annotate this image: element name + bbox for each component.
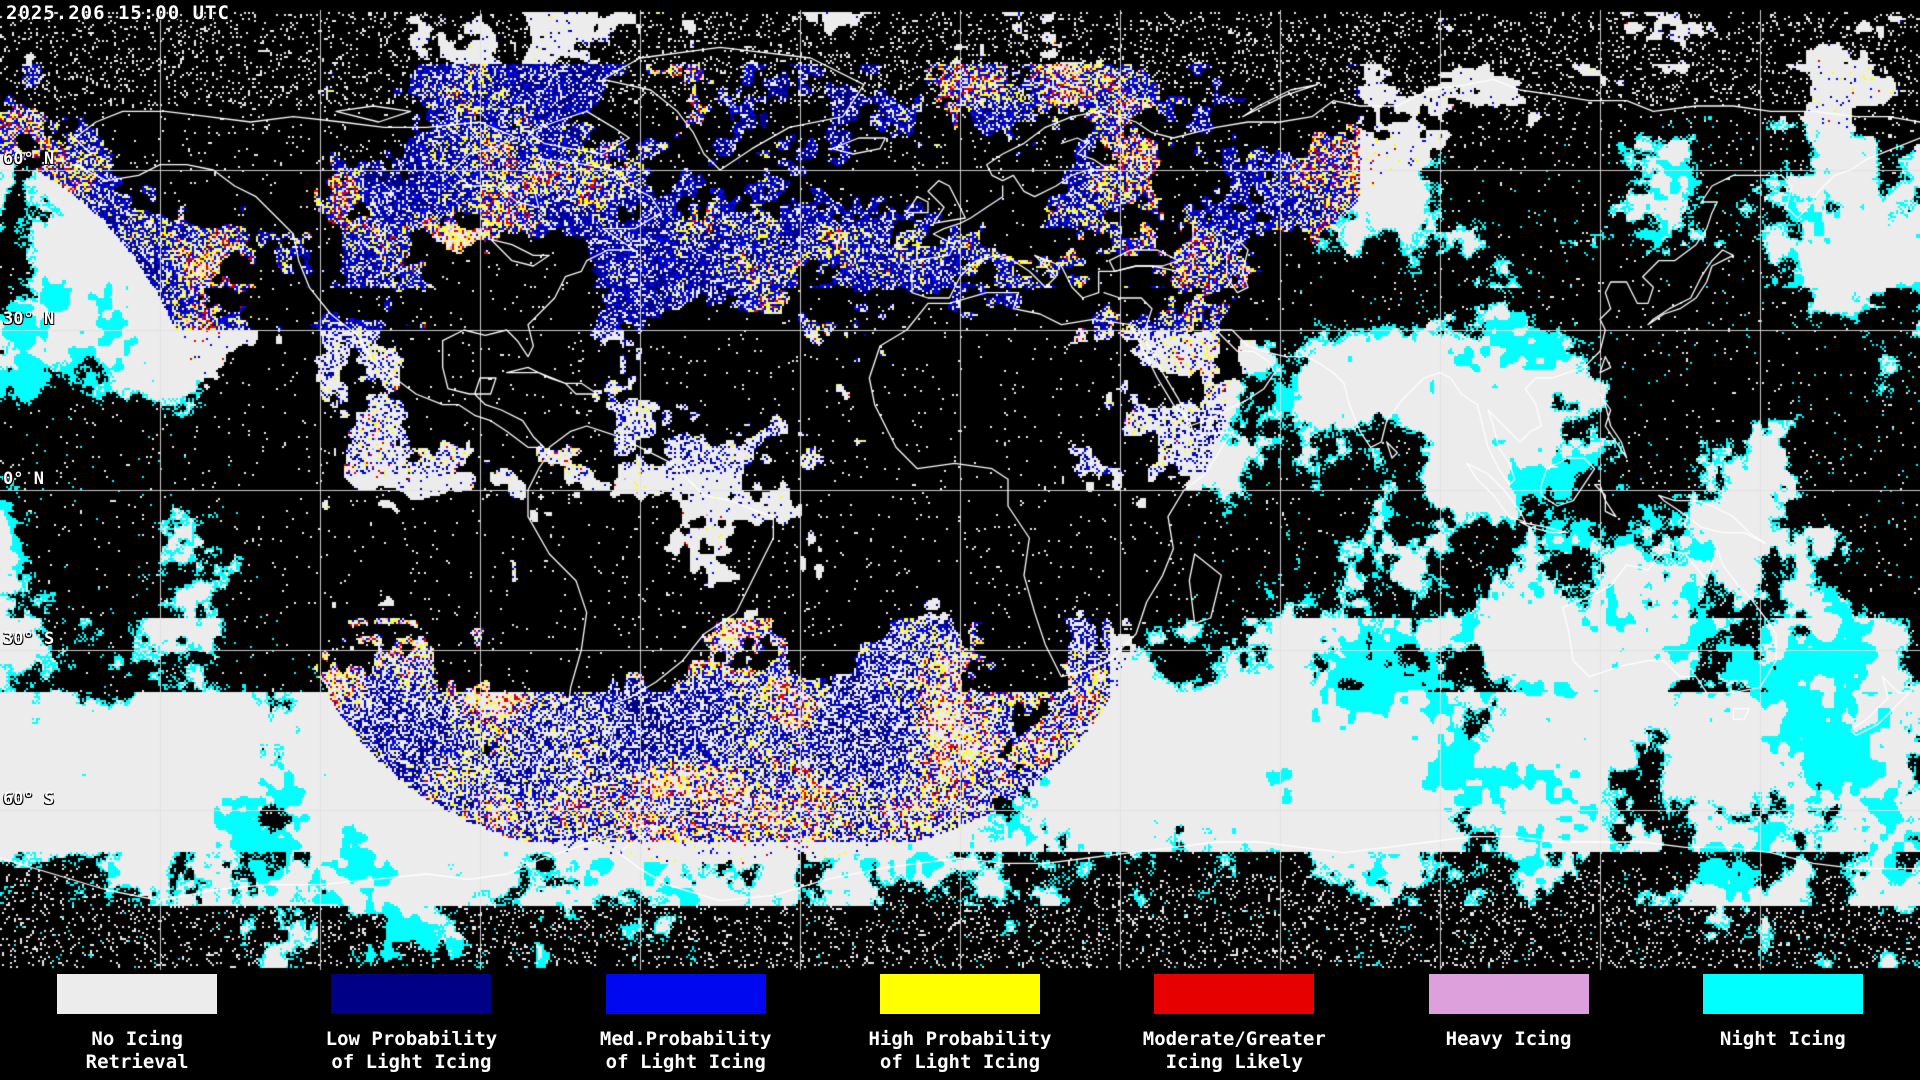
legend-item-med-prob: Med.Probability of Light Icing [549,972,823,1080]
legend-swatch-night [1702,974,1863,1014]
legend-item-night: Night Icing [1646,972,1920,1080]
legend-swatch-no-icing [57,974,218,1014]
legend-label-line2: of Light Icing [605,1051,766,1073]
legend-label-night: Night Icing [1720,1028,1846,1074]
legend-label-line1: Med.Probability [599,1028,772,1050]
legend-item-high-prob: High Probability of Light Icing [823,972,1097,1080]
legend-label-line2: Retrieval [85,1051,189,1073]
legend-label-high-prob: High Probability of Light Icing [868,1028,1051,1074]
legend-item-no-icing: No Icing Retrieval [0,972,274,1080]
legend-item-heavy: Heavy Icing [1371,972,1645,1080]
legend-label-line2 [1446,1051,1572,1074]
legend-item-low-prob: Low Probability of Light Icing [274,972,548,1080]
legend-label-line2: Icing Likely [1165,1051,1303,1073]
legend-label-line2: of Light Icing [879,1051,1041,1073]
legend-swatch-low-prob [331,974,492,1014]
legend-label-line1: High Probability [868,1028,1052,1050]
legend-label-no-icing: No Icing Retrieval [86,1028,189,1074]
legend-label-low-prob: Low Probability of Light Icing [326,1028,498,1074]
legend-label-line1: Low Probability [325,1028,498,1050]
legend-item-moderate-greater: Moderate/Greater Icing Likely [1097,972,1371,1080]
legend-label-line1: Night Icing [1719,1028,1846,1050]
legend-label-line2 [1720,1051,1846,1074]
legend-swatch-heavy [1428,974,1589,1014]
legend-label-line1: Moderate/Greater [1142,1028,1326,1050]
world-icing-map [0,0,1920,976]
timestamp: 2025.206 15:00 UTC [6,2,230,24]
legend-label-heavy: Heavy Icing [1446,1028,1572,1074]
lat-label-30n: 30° N [3,309,55,329]
lat-label-30s: 30° S [3,629,55,649]
legend-swatch-med-prob [605,974,766,1014]
legend-label-line1: No Icing [91,1028,183,1050]
lat-label-0n: 0° N [3,469,44,489]
lat-label-60s: 60° S [3,789,55,809]
legend-swatch-moderate-greater [1154,974,1315,1014]
legend-label-med-prob: Med.Probability of Light Icing [600,1028,772,1074]
lat-label-60n: 60° N [3,149,55,169]
legend-swatch-high-prob [879,974,1040,1014]
legend-label-line2: of Light Icing [331,1051,492,1073]
legend-label-line1: Heavy Icing [1445,1028,1572,1050]
legend: No Icing Retrieval Low Probability of Li… [0,972,1920,1080]
legend-label-moderate-greater: Moderate/Greater Icing Likely [1143,1028,1326,1074]
